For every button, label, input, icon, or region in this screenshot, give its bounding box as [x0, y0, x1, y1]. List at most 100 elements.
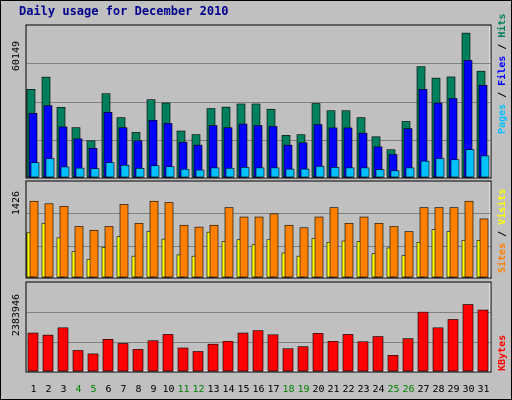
pages-bar-11	[180, 169, 190, 178]
panel2-legend-part-0: Sites	[496, 243, 508, 273]
pages-bar-29	[450, 159, 460, 178]
sites-bar-15	[239, 216, 249, 278]
chart-title: Daily usage for December 2010	[19, 4, 229, 18]
sites-bar-28	[434, 207, 444, 278]
sites-bar-19	[299, 227, 309, 278]
kbytes-bar-28	[432, 327, 444, 372]
x-tick-label-6: 6	[105, 384, 111, 395]
pages-bar-21	[330, 167, 340, 178]
kbytes-bar-18	[282, 348, 294, 372]
kbytes-bar-5	[87, 353, 99, 372]
sites-bar-1	[29, 200, 39, 278]
pages-bar-7	[120, 164, 130, 178]
sites-bar-20	[314, 216, 324, 278]
kbytes-bar-29	[447, 319, 459, 372]
pages-bar-3	[60, 166, 70, 178]
x-tick-label-17: 17	[267, 384, 279, 395]
kbytes-bar-21	[327, 341, 339, 372]
pages-bar-13	[210, 167, 220, 178]
kbytes-bar-8	[132, 349, 144, 372]
sites-bar-25	[389, 226, 399, 278]
kbytes-bar-14	[222, 341, 234, 372]
sites-bar-26	[404, 231, 414, 278]
x-tick-label-9: 9	[150, 384, 156, 395]
sites-bar-2	[44, 203, 54, 278]
kbytes-bar-24	[372, 336, 384, 372]
x-tick-label-24: 24	[372, 384, 384, 395]
sites-bar-23	[359, 216, 369, 278]
x-tick-label-10: 10	[162, 384, 174, 395]
pages-bar-19	[300, 168, 310, 178]
sites-bar-10	[164, 202, 174, 278]
pages-bar-16	[255, 167, 265, 178]
panel2-legend-part-1: /	[497, 231, 508, 243]
pages-bar-28	[435, 158, 445, 178]
kbytes-bar-17	[267, 334, 279, 372]
pages-bar-27	[420, 160, 430, 178]
pages-bar-5	[90, 168, 100, 178]
sites-bar-3	[59, 206, 69, 278]
sites-bar-17	[269, 213, 279, 278]
sites-bar-24	[374, 223, 384, 278]
sites-bar-13	[209, 224, 219, 278]
kbytes-bar-20	[312, 333, 324, 372]
pages-bar-1	[30, 162, 40, 178]
kbytes-bar-1	[27, 332, 39, 372]
panel3-legend: KBytes	[497, 335, 508, 371]
pages-bar-6	[105, 162, 115, 178]
sites-bar-12	[194, 226, 204, 278]
x-tick-label-28: 28	[432, 384, 444, 395]
sites-bar-27	[419, 207, 429, 278]
panel3-ymax-label: 2383946	[11, 294, 22, 336]
kbytes-bar-13	[207, 343, 219, 372]
x-tick-label-3: 3	[60, 384, 66, 395]
x-tick-label-31: 31	[477, 384, 489, 395]
x-tick-label-30: 30	[462, 384, 474, 395]
sites-bar-6	[104, 226, 114, 278]
pages-bar-4	[75, 167, 85, 178]
sites-bar-16	[254, 216, 264, 278]
x-tick-label-12: 12	[192, 384, 204, 395]
panel2-ymax-label: 1426	[11, 191, 22, 215]
kbytes-bar-15	[237, 332, 249, 372]
sites-bar-4	[74, 226, 84, 278]
x-tick-label-2: 2	[45, 384, 51, 395]
x-tick-label-29: 29	[447, 384, 459, 395]
kbytes-bar-25	[387, 355, 399, 372]
kbytes-bar-9	[147, 340, 159, 372]
sites-bar-8	[134, 223, 144, 278]
sites-bar-7	[119, 204, 129, 278]
x-tick-label-11: 11	[177, 384, 189, 395]
pages-bar-31	[480, 155, 490, 178]
pages-bar-15	[240, 167, 250, 178]
x-tick-label-14: 14	[222, 384, 234, 395]
kbytes-bar-16	[252, 330, 264, 372]
sites-bar-21	[329, 207, 339, 278]
kbytes-bar-7	[117, 343, 129, 372]
x-tick-label-7: 7	[120, 384, 126, 395]
kbytes-bar-10	[162, 334, 174, 372]
pages-bar-23	[360, 167, 370, 178]
panel1-legend-part-3: /	[497, 44, 508, 56]
pages-bar-26	[405, 167, 415, 178]
x-tick-label-15: 15	[237, 384, 249, 395]
x-tick-label-19: 19	[297, 384, 309, 395]
kbytes-bar-2	[42, 334, 54, 372]
kbytes-bar-31	[477, 309, 489, 372]
x-tick-label-20: 20	[312, 384, 324, 395]
kbytes-bar-22	[342, 334, 354, 372]
kbytes-bar-19	[297, 346, 309, 372]
x-tick-label-1: 1	[30, 384, 36, 395]
sites-bar-29	[449, 207, 459, 278]
kbytes-bar-3	[57, 327, 69, 372]
sites-bar-11	[179, 224, 189, 278]
kbytes-bar-26	[402, 338, 414, 372]
sites-bar-18	[284, 224, 294, 278]
pages-bar-30	[465, 149, 475, 178]
pages-bar-25	[390, 170, 400, 178]
kbytes-bar-11	[177, 347, 189, 372]
panel1-legend-part-2: Files	[496, 56, 508, 92]
x-tick-label-16: 16	[252, 384, 264, 395]
pages-bar-24	[375, 169, 385, 178]
